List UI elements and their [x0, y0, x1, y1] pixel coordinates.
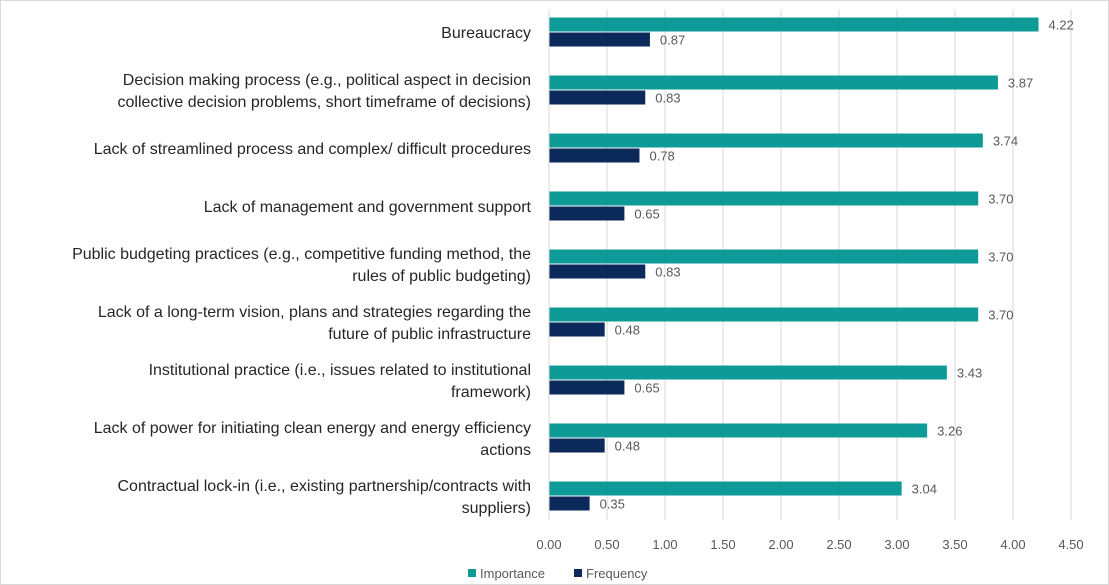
category-label: Lack of power for initiating clean energ…	[94, 420, 531, 437]
category-label: actions	[480, 442, 531, 459]
category-label: Bureaucracy	[441, 25, 531, 42]
frequency-value-label: 0.87	[660, 33, 685, 48]
category-label: Public budgeting practices (e.g., compet…	[72, 246, 531, 263]
importance-bar	[549, 481, 902, 496]
legend-swatch-importance	[468, 569, 476, 577]
x-tick-label: 1.00	[652, 537, 677, 552]
importance-bar	[549, 191, 979, 206]
importance-value-label: 3.70	[988, 250, 1013, 265]
legend-label-frequency: Frequency	[586, 566, 648, 581]
frequency-value-label: 0.65	[634, 207, 659, 222]
frequency-bar	[549, 206, 625, 221]
importance-value-label: 3.26	[937, 424, 962, 439]
importance-bar	[549, 133, 983, 148]
category-label: Lack of streamlined process and complex/…	[94, 141, 531, 158]
x-tick-label: 4.50	[1058, 537, 1083, 552]
category-label: suppliers)	[462, 500, 531, 517]
x-tick-label: 3.00	[884, 537, 909, 552]
importance-value-label: 3.87	[1008, 76, 1033, 91]
category-label: Lack of management and government suppor…	[204, 199, 532, 216]
category-label: Decision making process (e.g., political…	[123, 72, 531, 89]
importance-bar	[549, 365, 947, 380]
x-tick-label: 4.00	[1000, 537, 1025, 552]
importance-bar	[549, 75, 998, 90]
category-label: framework)	[451, 384, 531, 401]
frequency-value-label: 0.48	[615, 439, 640, 454]
x-tick-label: 0.00	[536, 537, 561, 552]
category-label: collective decision problems, short time…	[118, 94, 532, 111]
x-tick-label: 2.00	[768, 537, 793, 552]
frequency-bar	[549, 380, 625, 395]
frequency-bar	[549, 322, 605, 337]
importance-value-label: 3.70	[988, 308, 1013, 323]
x-tick-label: 2.50	[826, 537, 851, 552]
category-label: rules of public budgeting)	[352, 268, 531, 285]
category-label: Lack of a long-term vision, plans and st…	[98, 304, 531, 321]
category-label: future of public infrastructure	[328, 326, 531, 343]
x-tick-label: 3.50	[942, 537, 967, 552]
category-label: Contractual lock-in (i.e., existing part…	[117, 478, 531, 495]
x-tick-label: 0.50	[594, 537, 619, 552]
legend-label-importance: Importance	[480, 566, 545, 581]
frequency-bar	[549, 264, 646, 279]
frequency-value-label: 0.78	[649, 149, 674, 164]
importance-value-label: 3.70	[988, 192, 1013, 207]
frequency-bar	[549, 148, 640, 163]
importance-value-label: 3.04	[912, 482, 937, 497]
frequency-bar	[549, 438, 605, 453]
frequency-value-label: 0.65	[634, 381, 659, 396]
frequency-value-label: 0.83	[655, 265, 680, 280]
importance-bar	[549, 17, 1039, 32]
frequency-value-label: 0.48	[615, 323, 640, 338]
importance-value-label: 4.22	[1049, 18, 1074, 33]
importance-bar	[549, 423, 928, 438]
importance-value-label: 3.43	[957, 366, 982, 381]
frequency-bar	[549, 90, 646, 105]
frequency-value-label: 0.83	[655, 91, 680, 106]
frequency-value-label: 0.35	[600, 497, 625, 512]
x-tick-label: 1.50	[710, 537, 735, 552]
legend-swatch-frequency	[574, 569, 582, 577]
importance-value-label: 3.74	[993, 134, 1018, 149]
importance-bar	[549, 249, 979, 264]
category-label: Institutional practice (i.e., issues rel…	[149, 362, 531, 379]
frequency-bar	[549, 496, 590, 511]
frequency-bar	[549, 32, 650, 47]
importance-bar	[549, 307, 979, 322]
